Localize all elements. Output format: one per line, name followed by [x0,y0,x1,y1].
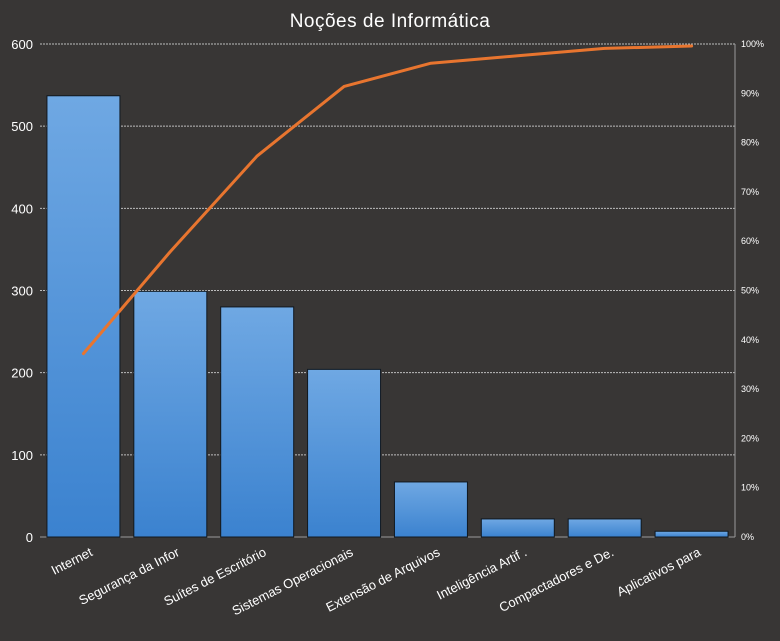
bar [654,530,729,538]
chart-title: Noções de Informática [290,11,491,32]
y-left-tick-label: 500 [11,119,33,134]
right-axis-ticks: 0% 10% 20% 30% 40% 50% 60% 70% 80% 90% 100% [741,39,764,542]
y-right-tick-label: 20% [741,433,759,443]
y-left-tick-label: 600 [11,37,33,52]
category-label: Aplicativos para [614,544,703,599]
y-right-tick-label: 100% [741,39,764,49]
y-right-tick-label: 70% [741,187,759,197]
category-label: Internet [49,544,95,578]
bar [133,290,208,538]
bar [307,368,382,538]
bar [46,95,121,538]
bar [393,481,468,538]
y-right-tick-label: 80% [741,138,759,148]
bars [46,95,729,538]
y-left-tick-label: 200 [11,366,33,381]
y-right-tick-label: 10% [741,483,759,493]
y-left-tick-label: 300 [11,284,33,299]
y-right-tick-label: 90% [741,88,759,98]
y-right-tick-label: 0% [741,532,754,542]
y-right-tick-label: 40% [741,335,759,345]
bar [567,518,642,538]
y-right-tick-label: 30% [741,384,759,394]
y-left-tick-label: 0 [26,530,33,545]
bar [480,518,555,538]
left-axis-ticks: 0 100 200 300 400 500 600 [11,37,33,545]
y-left-tick-label: 100 [11,448,33,463]
cumulative-line-layer [81,44,694,356]
bar [220,306,295,538]
cumulative-percent-line [81,44,694,356]
y-right-tick-label: 60% [741,236,759,246]
y-left-tick-label: 400 [11,201,33,216]
y-right-tick-label: 50% [741,286,759,296]
